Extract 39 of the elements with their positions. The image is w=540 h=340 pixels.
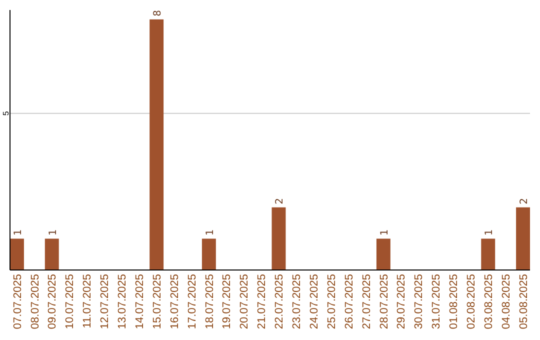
- x-tick-label: 02.08.2025: [466, 274, 478, 330]
- x-tick-label: 13.07.2025: [116, 274, 129, 330]
- x-tick-label: 14.07.2025: [134, 274, 146, 330]
- x-tick-label: 16.07.2025: [168, 274, 181, 330]
- x-tick-label: 21.07.2025: [256, 274, 268, 330]
- data-label: 8: [152, 10, 164, 16]
- x-tick-label: 05.08.2025: [518, 274, 530, 330]
- data-label: 1: [379, 229, 390, 236]
- x-tick-label: 19.07.2025: [221, 274, 234, 330]
- x-tick-label: 25.07.2025: [326, 274, 338, 330]
- x-tick-label: 15.07.2025: [151, 274, 164, 330]
- x-tick-label: 09.07.2025: [46, 274, 59, 330]
- x-tick-label: 28.07.2025: [378, 274, 390, 330]
- x-tick-label: 29.07.2025: [396, 274, 408, 330]
- data-label: 1: [12, 229, 24, 236]
- x-tick-label: 10.07.2025: [64, 274, 76, 330]
- x-tick-label: 07.07.2025: [12, 274, 24, 330]
- x-tick-label: 18.07.2025: [204, 274, 216, 330]
- y-tick-label: 5: [2, 110, 11, 116]
- x-tick-label: 03.08.2025: [482, 274, 495, 330]
- x-tick-label: 24.07.2025: [308, 274, 320, 330]
- x-tick-label: 12.07.2025: [99, 274, 112, 330]
- data-label: 2: [519, 198, 530, 204]
- x-tick-label: 17.07.2025: [186, 274, 198, 330]
- x-tick-label: 23.07.2025: [291, 274, 304, 330]
- data-label: 2: [274, 198, 286, 204]
- x-tick-label: 11.07.2025: [82, 274, 94, 328]
- data-label: 1: [48, 229, 59, 236]
- x-tick-label: 22.07.2025: [274, 274, 286, 330]
- x-tick-label: 30.07.2025: [413, 274, 426, 330]
- x-tick-label: 01.08.2025: [448, 274, 460, 330]
- data-label: 1: [204, 229, 216, 236]
- x-tick-label: 04.08.2025: [500, 274, 512, 330]
- x-tick-label: 26.07.2025: [343, 274, 356, 330]
- x-tick-label: 27.07.2025: [360, 274, 373, 330]
- data-label: 1: [484, 229, 496, 236]
- x-tick-label: 20.07.2025: [238, 274, 251, 330]
- x-tick-label: 08.07.2025: [29, 274, 42, 330]
- x-tick-label: 31.07.2025: [430, 274, 443, 330]
